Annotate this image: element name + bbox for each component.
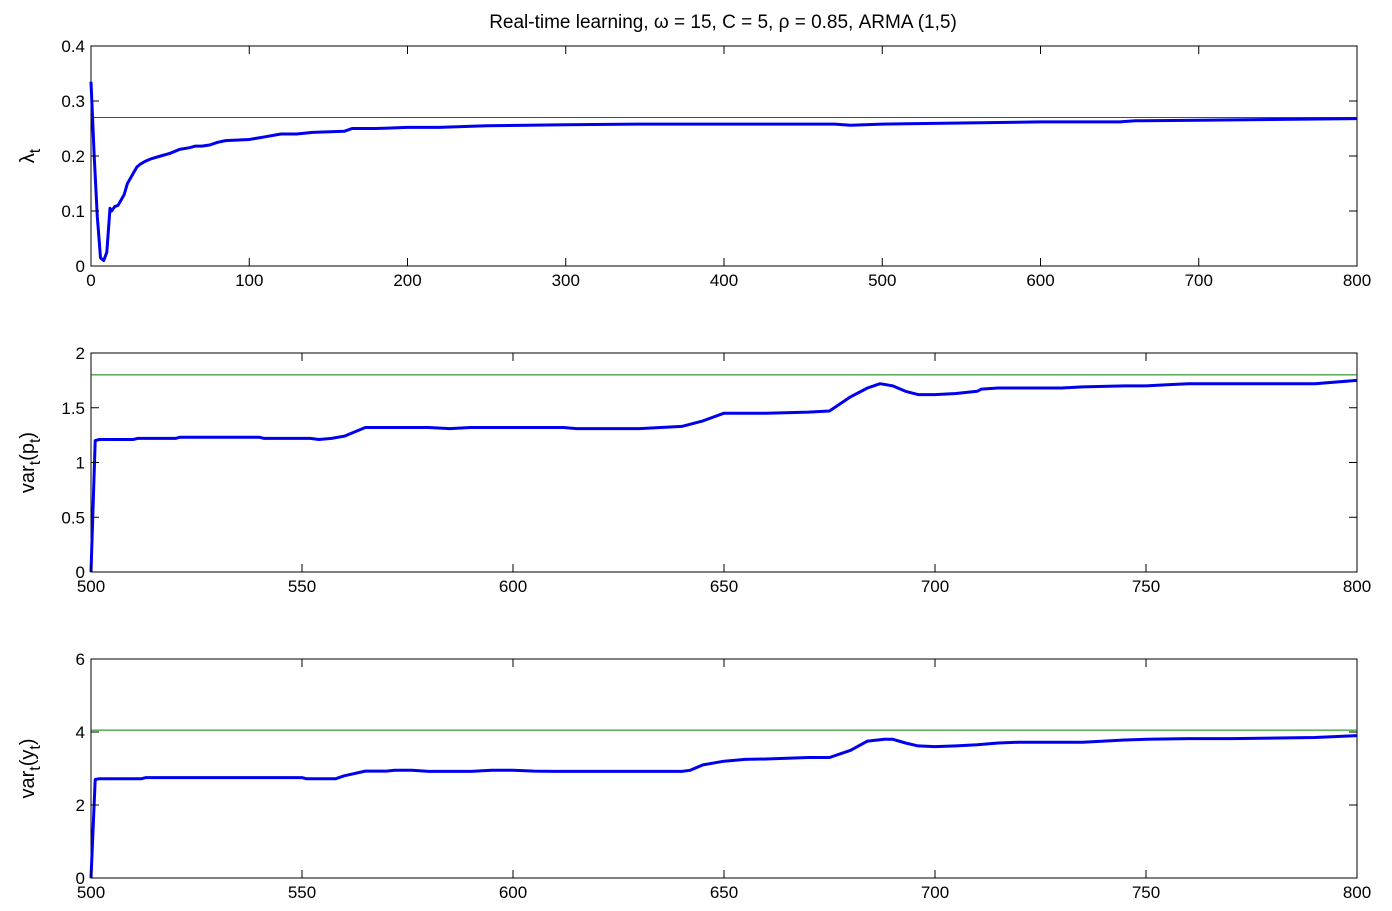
- x-tick-label: 700: [921, 577, 949, 596]
- y-axis-title: vart(yt): [17, 738, 44, 798]
- x-tick-label: 550: [288, 883, 316, 902]
- figure-title: Real-time learning, ω = 15, C = 5, ρ = 0…: [489, 12, 957, 33]
- x-tick-label: 600: [499, 883, 527, 902]
- x-tick-label: 700: [1185, 271, 1213, 290]
- axes-box: [90, 352, 1358, 573]
- axes-box: [90, 45, 1358, 267]
- y-axis-title-subscript: t: [27, 766, 44, 771]
- y-axis-title-part: var: [17, 465, 39, 493]
- y-axis-title-part: ): [17, 432, 39, 439]
- x-tick-label: 0: [86, 271, 95, 290]
- x-tick-label: 650: [710, 883, 738, 902]
- x-tick-label: 800: [1343, 883, 1371, 902]
- y-axis-title-part: λ: [17, 153, 39, 163]
- x-tick-label: 500: [77, 577, 105, 596]
- axes-box: [90, 658, 1358, 879]
- y-tick-label: 0.1: [61, 202, 85, 221]
- y-axis-title-part: var: [17, 770, 39, 798]
- x-tick-label: 600: [499, 577, 527, 596]
- subplot-panels: 0 100 200 300 400 500 600 700 80000.10.20.30.4λt…: [17, 37, 1371, 902]
- x-tick-label: 750: [1132, 577, 1160, 596]
- y-tick-label: 1.5: [61, 399, 85, 418]
- y-tick-label: 4: [76, 723, 85, 742]
- y-tick-label: 0.4: [61, 37, 85, 56]
- y-axis-title-subscript: t: [27, 460, 44, 465]
- y-tick-label: 1: [76, 454, 85, 473]
- x-tick-label: 800: [1343, 577, 1371, 596]
- series-line-1: [89, 734, 1358, 879]
- y-tick-label: 0: [76, 257, 85, 276]
- y-axis-title: λt: [17, 148, 44, 163]
- x-tick-label: 650: [710, 577, 738, 596]
- x-tick-label: 100: [235, 271, 263, 290]
- y-tick-label: 0: [76, 869, 85, 888]
- x-tick-label: 800: [1343, 271, 1371, 290]
- subplot-1: 0 100 200 300 400 500 600 700 800 0 0.1 0.2 0.3 0.4 λt: [17, 37, 1371, 290]
- y-tick-label: 0.3: [61, 92, 85, 111]
- y-axis-title-part: ): [17, 738, 39, 745]
- series-line-1: [89, 81, 1358, 262]
- x-tick-label: 750: [1132, 883, 1160, 902]
- x-tick-label: 600: [1026, 271, 1054, 290]
- x-tick-label: 300: [552, 271, 580, 290]
- x-tick-label: 500: [77, 883, 105, 902]
- y-axis-title-part: (y: [17, 750, 39, 767]
- series-line-1: [89, 378, 1358, 573]
- x-tick-label: 700: [921, 883, 949, 902]
- y-tick-label: 0.5: [61, 508, 85, 527]
- y-axis-title-subscript: t: [27, 148, 44, 153]
- y-axis-title-subscript: t: [27, 438, 44, 443]
- y-axis-title-part: (p: [17, 443, 39, 461]
- y-tick-label: 0.2: [61, 147, 85, 166]
- y-axis-title: vart(pt): [17, 432, 44, 493]
- x-tick-label: 550: [288, 577, 316, 596]
- x-tick-label: 500: [868, 271, 896, 290]
- y-axis-title-subscript: t: [27, 745, 44, 750]
- y-tick-label: 6: [76, 650, 85, 669]
- x-tick-label: 200: [393, 271, 421, 290]
- y-tick-label: 0: [76, 563, 85, 582]
- y-tick-label: 2: [76, 344, 85, 363]
- x-tick-label: 400: [710, 271, 738, 290]
- y-tick-label: 2: [76, 796, 85, 815]
